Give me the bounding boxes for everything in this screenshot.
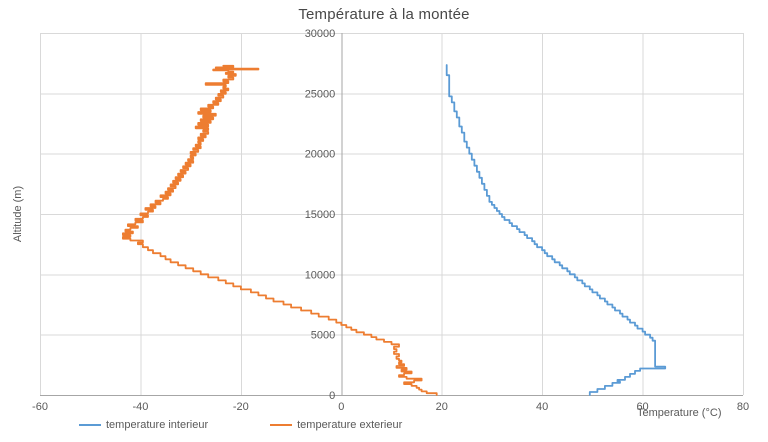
y-tick-label: 25000 — [305, 88, 336, 100]
y-tick-label: 10000 — [305, 269, 336, 281]
x-tick-label: -20 — [233, 401, 249, 413]
legend: temperature interieur temperature exteri… — [79, 419, 402, 431]
y-tick-label: 0 — [329, 390, 335, 402]
y-tick-label: 30000 — [305, 28, 336, 40]
chart-title: Température à la montée — [298, 6, 470, 23]
legend-swatch-exterieur-icon — [270, 424, 293, 426]
x-tick-label: -60 — [32, 401, 48, 413]
x-tick-label: 60 — [636, 401, 648, 413]
y-tick-label: 20000 — [305, 149, 336, 161]
legend-label-exterieur: temperature exterieur — [297, 419, 403, 431]
x-tick-label: 20 — [436, 401, 448, 413]
x-tick-label: -40 — [132, 401, 148, 413]
legend-swatch-interieur-icon — [79, 424, 101, 426]
series-line-1 — [122, 64, 438, 396]
legend-item-interieur[interactable]: temperature interieur — [79, 419, 208, 431]
x-tick-label: 40 — [536, 401, 548, 413]
x-axis-title: Temperature (°C) — [637, 407, 722, 419]
x-tick-label: 0 — [338, 401, 344, 413]
legend-label-interieur: temperature interieur — [106, 419, 209, 431]
x-tick-label: 80 — [737, 401, 749, 413]
series-line-0 — [445, 64, 667, 396]
y-axis-title: Altitude (m) — [12, 185, 24, 243]
y-tick-label: 5000 — [311, 330, 335, 342]
y-tick-label: 15000 — [305, 209, 336, 221]
legend-item-exterieur[interactable]: temperature exterieur — [270, 419, 402, 431]
